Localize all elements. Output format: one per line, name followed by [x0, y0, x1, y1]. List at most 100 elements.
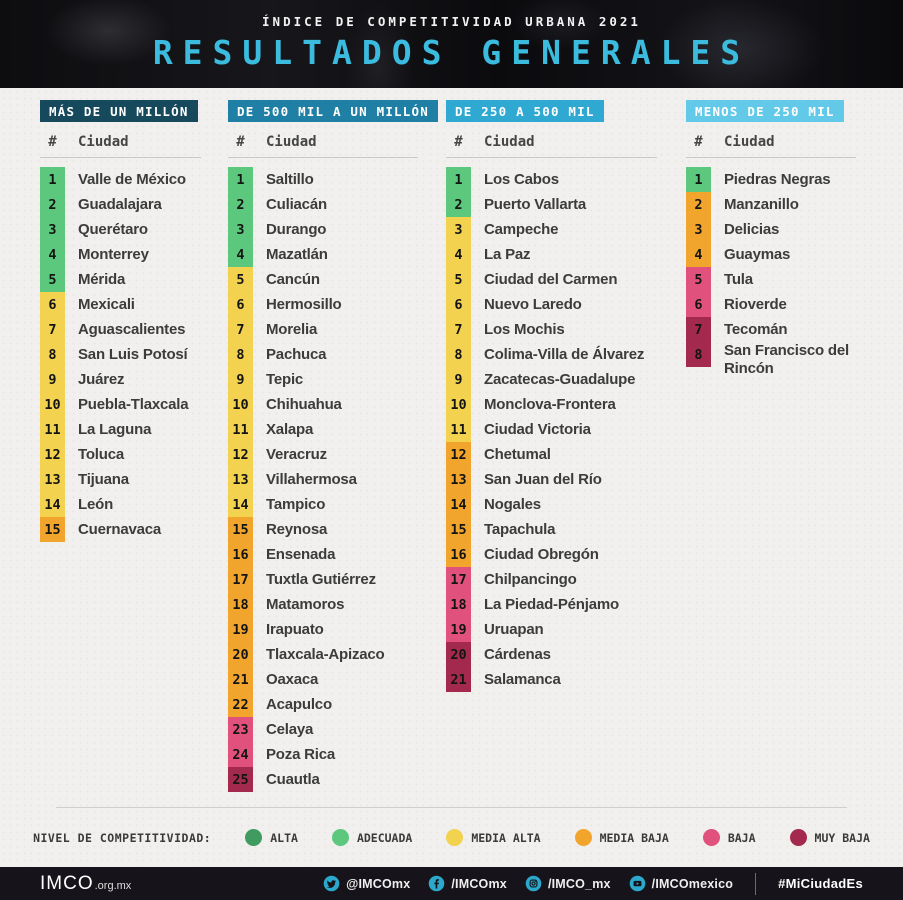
city-name: Monterrey [78, 245, 149, 263]
city-name: Oaxaca [266, 670, 319, 688]
rank-cell: 8 [40, 342, 65, 367]
legend-item-label: BAJA [727, 830, 756, 845]
city-name: Campeche [484, 220, 559, 238]
table-row: 6 Nuevo Laredo [446, 292, 666, 317]
city-name: Salamanca [484, 670, 561, 688]
rank-cell: 12 [40, 442, 65, 467]
ranking-rows: 1 Piedras Negras 2 Manzanillo 3 Delicias 4 Guay… [686, 167, 863, 378]
table-row: 7 Aguascalientes [40, 317, 208, 342]
table-row: 7 Los Mochis [446, 317, 666, 342]
ranking-rows: 1 Saltillo 2 Culiacán 3 Durango 4 Mazatlán 5 Canc… [228, 167, 426, 792]
table-row: 20 Cárdenas [446, 642, 666, 667]
social-handle: /IMCOmexico [651, 876, 734, 891]
rank-cell: 22 [228, 692, 253, 717]
table-row: 19 Irapuato [228, 617, 426, 642]
social-link[interactable]: /IMCO_mx [525, 875, 611, 892]
city-name: Guadalajara [78, 195, 162, 213]
table-row: 16 Ensenada [228, 542, 426, 567]
rank-cell: 18 [228, 592, 253, 617]
rank-cell: 10 [228, 392, 253, 417]
city-name: Mazatlán [266, 245, 328, 263]
rank-cell: 16 [446, 542, 471, 567]
rank-column-header: # [694, 134, 703, 150]
legend-item-label: MEDIA BAJA [599, 830, 669, 845]
legend-item: MEDIA ALTA [446, 829, 541, 846]
rank-cell: 7 [228, 317, 253, 342]
table-row: 3 Delicias [686, 217, 863, 242]
city-name: Juárez [78, 370, 125, 388]
city-name: Tepic [266, 370, 304, 388]
rank-cell: 23 [228, 717, 253, 742]
rank-cell: 13 [228, 467, 253, 492]
table-row: 14 Tampico [228, 492, 426, 517]
rank-cell: 13 [446, 467, 471, 492]
city-name: Morelia [266, 320, 318, 338]
rank-cell: 9 [40, 367, 65, 392]
table-row: 18 La Piedad-Pénjamo [446, 592, 666, 617]
social-link[interactable]: @IMCOmx [323, 875, 410, 892]
instagram-icon [525, 875, 542, 892]
rank-cell: 21 [446, 667, 471, 692]
rank-cell: 12 [446, 442, 471, 467]
rank-cell: 8 [446, 342, 471, 367]
table-row: 3 Durango [228, 217, 426, 242]
city-name: Chilpancingo [484, 570, 577, 588]
city-name: Aguascalientes [78, 320, 186, 338]
ranking-columns: MÁS DE UN MILLÓN # Ciudad 1 Valle de México 2… [0, 88, 903, 807]
imco-logo[interactable]: IMCO .org.mx [40, 873, 131, 895]
rank-cell: 6 [40, 292, 65, 317]
city-name: Villahermosa [266, 470, 357, 488]
city-name: Reynosa [266, 520, 328, 538]
column-header: MÁS DE UN MILLÓN [40, 100, 198, 122]
list-header: # Ciudad [228, 134, 426, 150]
city-name: Tlaxcala-Apizaco [266, 645, 385, 663]
rank-cell: 2 [446, 192, 471, 217]
city-column-header: Ciudad [724, 134, 775, 150]
city-name: León [78, 495, 114, 513]
rank-cell: 17 [446, 567, 471, 592]
social-link[interactable]: /IMCOmx [428, 875, 507, 892]
table-row: 5 Cancún [228, 267, 426, 292]
table-row: 9 Tepic [228, 367, 426, 392]
rank-cell: 8 [228, 342, 253, 367]
legend-color-dot [245, 829, 263, 846]
imco-logo-text: IMCO [40, 872, 94, 894]
footer-separator [755, 872, 757, 895]
city-name: Cuernavaca [78, 520, 162, 538]
table-row: 11 La Laguna [40, 417, 208, 442]
table-row: 4 Mazatlán [228, 242, 426, 267]
table-row: 9 Juárez [40, 367, 208, 392]
table-row: 6 Mexicali [40, 292, 208, 317]
table-row: 13 Villahermosa [228, 467, 426, 492]
legend-color-dot [789, 829, 807, 846]
rank-cell: 5 [686, 267, 711, 292]
rank-cell: 13 [40, 467, 65, 492]
social-link[interactable]: /IMCOmexico [629, 875, 733, 892]
table-row: 14 Nogales [446, 492, 666, 517]
table-row: 2 Culiacán [228, 192, 426, 217]
header-rule [228, 157, 419, 158]
rank-cell: 4 [686, 242, 711, 267]
city-name: San Francisco del Rincón [724, 342, 849, 377]
city-name: Puerto Vallarta [484, 195, 587, 213]
legend: NIVEL DE COMPETITIVIDAD: ALTA ADECUADA MED… [0, 808, 903, 867]
rank-cell: 6 [446, 292, 471, 317]
table-row: 12 Toluca [40, 442, 208, 467]
city-name: Xalapa [266, 420, 314, 438]
legend-color-dot [574, 829, 592, 846]
table-row: 4 Monterrey [40, 242, 208, 267]
rank-cell: 9 [446, 367, 471, 392]
table-row: 21 Salamanca [446, 667, 666, 692]
rank-cell: 1 [686, 167, 711, 192]
city-name: Los Mochis [484, 320, 565, 338]
city-name: Querétaro [78, 220, 148, 238]
city-name: La Laguna [78, 420, 152, 438]
rank-cell: 3 [40, 217, 65, 242]
table-row: 7 Morelia [228, 317, 426, 342]
rank-cell: 20 [228, 642, 253, 667]
rank-cell: 8 [686, 342, 711, 367]
city-name: Valle de México [78, 170, 186, 188]
header-rule [686, 157, 856, 158]
city-name: Tapachula [484, 520, 556, 538]
ranking-column: DE 500 MIL A UN MILLÓN # Ciudad 1 Saltillo 2 C… [228, 100, 438, 807]
